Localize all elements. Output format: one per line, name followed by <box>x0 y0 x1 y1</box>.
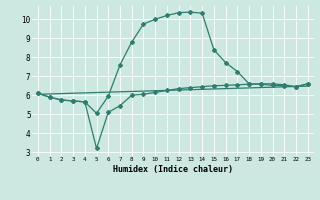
X-axis label: Humidex (Indice chaleur): Humidex (Indice chaleur) <box>113 165 233 174</box>
